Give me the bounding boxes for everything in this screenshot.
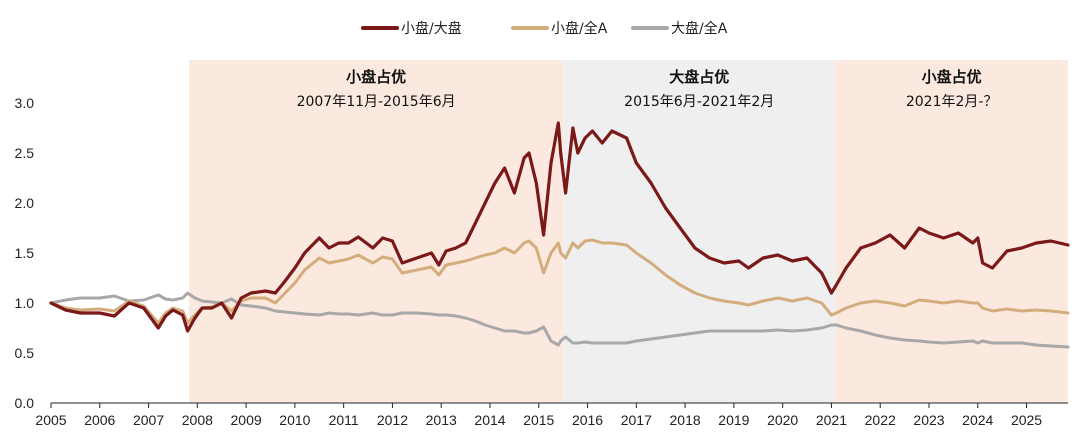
x-tick-label: 2025 <box>1011 412 1042 428</box>
x-tick-label: 2018 <box>670 412 701 428</box>
y-axis-ticks: 0.0 0.5 1.0 1.5 2.0 2.5 3.0 <box>15 95 35 411</box>
period-band-title-2: 小盘占优 <box>922 68 982 86</box>
y-tick-label: 0.0 <box>15 395 35 411</box>
y-tick-label: 2.5 <box>15 145 35 161</box>
y-tick-label: 2.0 <box>15 195 35 211</box>
x-tick-label: 2007 <box>133 412 164 428</box>
x-tick-label: 2008 <box>182 412 213 428</box>
x-tick-label: 2020 <box>767 412 798 428</box>
period-band-subtitle-0: 2007年11月-2015年6月 <box>297 94 456 110</box>
y-tick-label: 1.5 <box>15 245 35 261</box>
series-line-0 <box>49 121 1070 333</box>
x-tick-label: 2021 <box>816 412 847 428</box>
legend-label-1: 小盘/全A <box>551 20 608 37</box>
x-tick-label: 2013 <box>426 412 457 428</box>
x-tick-label: 2005 <box>35 412 66 428</box>
x-tick-label: 2022 <box>865 412 896 428</box>
legend: 小盘/大盘 小盘/全A 大盘/全A <box>361 20 728 37</box>
x-axis-ticks: 2005 2006 2007 2008 2009 2010 2011 2012 2013 2014… <box>35 403 1042 428</box>
x-tick-label: 2012 <box>377 412 408 428</box>
period-bands <box>189 60 1068 403</box>
period-band-labels: 小盘占优 2007年11月-2015年6月 大盘占优 2015年6月-2021年2月 小… <box>297 68 998 110</box>
y-tick-label: 3.0 <box>15 95 35 111</box>
x-tick-label: 2023 <box>913 412 944 428</box>
x-tick-label: 2010 <box>279 412 310 428</box>
x-tick-label: 2019 <box>718 412 749 428</box>
legend-label-2: 大盘/全A <box>671 20 728 37</box>
legend-label-0: 小盘/大盘 <box>401 20 462 37</box>
x-tick-label: 2016 <box>572 412 603 428</box>
period-band-title-0: 小盘占优 <box>346 68 406 86</box>
x-tick-label: 2017 <box>621 412 652 428</box>
x-tick-label: 2015 <box>523 412 554 428</box>
y-tick-label: 0.5 <box>15 345 35 361</box>
series-line-2 <box>49 291 1070 349</box>
period-band-subtitle-1: 2015年6月-2021年2月 <box>624 94 774 110</box>
period-band-1 <box>563 60 836 403</box>
period-band-2 <box>835 60 1068 403</box>
y-tick-label: 1.0 <box>15 295 35 311</box>
period-band-subtitle-2: 2021年2月-？ <box>906 94 998 110</box>
x-tick-label: 2024 <box>962 412 993 428</box>
x-tick-label: 2009 <box>231 412 262 428</box>
x-tick-label: 2011 <box>329 412 359 428</box>
period-band-title-1: 大盘占优 <box>669 68 729 86</box>
x-tick-label: 2014 <box>474 412 505 428</box>
period-band-0 <box>189 60 564 403</box>
x-tick-label: 2006 <box>84 412 115 428</box>
series-lines <box>49 121 1070 349</box>
